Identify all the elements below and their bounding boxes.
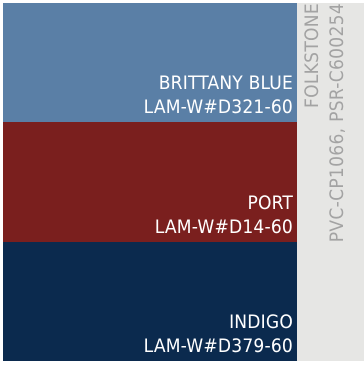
color-card-inner: BRITTANY BLUE LAM-W#D321-60 PORT LAM-W#D… — [3, 3, 364, 361]
swatch-code: LAM-W#D14-60 — [154, 215, 293, 238]
swatch-text: INDIGO LAM-W#D379-60 — [144, 310, 293, 358]
swatch-text: BRITTANY BLUE LAM-W#D321-60 — [144, 71, 293, 119]
collection-name: FOLKSTONE — [301, 3, 323, 109]
swatch-column: BRITTANY BLUE LAM-W#D321-60 PORT LAM-W#D… — [3, 3, 297, 361]
collection-label: FOLKSTONE PVC-CP1066, PSR-C600254 — [297, 3, 364, 361]
swatch-code: LAM-W#D379-60 — [143, 334, 293, 357]
swatch-brittany-blue: BRITTANY BLUE LAM-W#D321-60 — [3, 3, 297, 123]
swatch-code: LAM-W#D321-60 — [143, 96, 293, 119]
swatch-indigo: INDIGO LAM-W#D379-60 — [3, 241, 297, 361]
swatch-name: INDIGO — [229, 310, 293, 333]
collection-sidebar: FOLKSTONE PVC-CP1066, PSR-C600254 — [297, 3, 364, 361]
swatch-text: PORT LAM-W#D14-60 — [155, 191, 293, 239]
swatch-name: BRITTANY BLUE — [158, 72, 293, 95]
collection-products: PVC-CP1066, PSR-C600254 — [326, 3, 348, 243]
swatch-port: PORT LAM-W#D14-60 — [3, 122, 297, 242]
swatch-name: PORT — [247, 191, 293, 214]
